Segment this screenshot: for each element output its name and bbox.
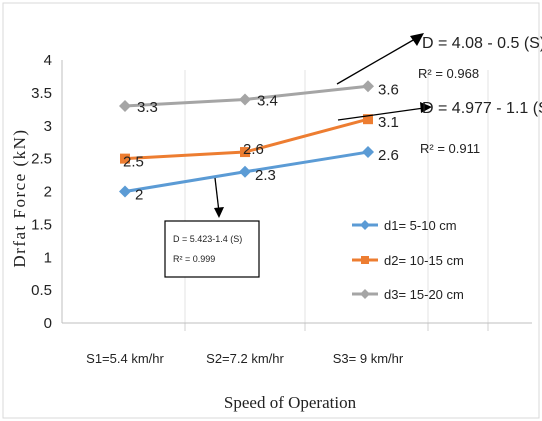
y-tick-label: 3.5 bbox=[31, 85, 52, 102]
legend-marker-d2 bbox=[361, 256, 369, 264]
arrow-line-d1 bbox=[214, 177, 220, 213]
y-tick-label: 3 bbox=[44, 118, 52, 135]
equation-d1: D = 5.423-1.4 (S) bbox=[173, 234, 242, 244]
data-labels: 2 2.3 2.6 2.5 2.6 3.1 3.3 3.4 3.6 bbox=[123, 81, 399, 203]
legend-label-d1: d1= 5-10 cm bbox=[384, 218, 457, 233]
legend-marker-d3 bbox=[360, 289, 370, 299]
data-point-d1 bbox=[362, 146, 374, 159]
data-point-d2 bbox=[240, 147, 250, 158]
axes bbox=[61, 60, 532, 324]
data-label-d1: 2 bbox=[135, 187, 143, 204]
legend: d1= 5-10 cm d2= 10-15 cm d3= 15-20 cm bbox=[352, 218, 464, 302]
arrow-head-d1 bbox=[214, 207, 224, 218]
x-tick-label: S3= 9 km/hr bbox=[333, 351, 404, 366]
data-point-d1 bbox=[239, 165, 251, 178]
x-axis-title: Speed of Operation bbox=[224, 393, 357, 412]
grid bbox=[184, 70, 489, 331]
data-point-d3 bbox=[362, 80, 374, 93]
data-label-d1: 2.6 bbox=[378, 147, 399, 164]
equation-d3: D = 4.08 - 0.5 (S) bbox=[422, 35, 542, 52]
annotation-d2: D = 4.977 - 1.1 (S) R² = 0.911 bbox=[337, 100, 542, 156]
data-label-d3: 3.6 bbox=[378, 81, 399, 98]
annotation-d3: D = 4.08 - 0.5 (S) R² = 0.968 bbox=[336, 33, 542, 85]
y-tick-label: 4 bbox=[44, 52, 52, 69]
data-label-d3: 3.4 bbox=[257, 92, 278, 109]
data-point-d1 bbox=[119, 185, 131, 198]
data-label-d3: 3.3 bbox=[137, 99, 158, 116]
x-tick-label: S1=5.4 km/hr bbox=[86, 351, 164, 366]
data-point-d3 bbox=[119, 100, 131, 113]
equation-d2: D = 4.977 - 1.1 (S) bbox=[422, 100, 542, 117]
data-label-d2: 3.1 bbox=[378, 114, 399, 131]
r2-d1: R² = 0.999 bbox=[173, 254, 215, 264]
data-label-d2: 2.5 bbox=[123, 154, 144, 171]
y-tick-label: 0 bbox=[44, 315, 52, 332]
x-tick-labels: S1=5.4 km/hr S2=7.2 km/hr S3= 9 km/hr bbox=[86, 351, 404, 366]
equation-box-d1 bbox=[164, 220, 260, 278]
data-point-d3 bbox=[239, 93, 251, 106]
y-tick-label: 1.5 bbox=[31, 216, 52, 233]
y-tick-label: 0.5 bbox=[31, 282, 52, 299]
x-tick-label: S2=7.2 km/hr bbox=[206, 351, 284, 366]
y-tick-label: 2 bbox=[44, 184, 52, 201]
y-tick-labels: 0 0.5 1 1.5 2 2.5 3 3.5 4 bbox=[31, 52, 52, 332]
data-point-d2 bbox=[120, 153, 130, 164]
data-point-d2 bbox=[363, 114, 373, 125]
legend-label-d3: d3= 15-20 cm bbox=[384, 287, 464, 302]
arrow-head-d3 bbox=[410, 33, 424, 46]
r2-d2: R² = 0.911 bbox=[420, 141, 480, 156]
data-label-d2: 2.6 bbox=[243, 141, 264, 158]
y-axis-title: Drfat Force (kN) bbox=[10, 128, 29, 267]
arrow-line-d2 bbox=[337, 107, 425, 121]
r2-d3: R² = 0.968 bbox=[418, 66, 479, 81]
data-label-d1: 2.3 bbox=[255, 167, 276, 184]
arrow-head-d2 bbox=[420, 102, 432, 113]
series bbox=[119, 80, 374, 198]
annotation-d1: D = 5.423-1.4 (S) R² = 0.999 bbox=[164, 177, 260, 278]
arrow-line-d3 bbox=[336, 38, 416, 85]
y-tick-label: 2.5 bbox=[31, 151, 52, 168]
legend-marker-d1 bbox=[360, 220, 370, 230]
legend-label-d2: d2= 10-15 cm bbox=[384, 253, 464, 268]
y-tick-label: 1 bbox=[44, 249, 52, 266]
